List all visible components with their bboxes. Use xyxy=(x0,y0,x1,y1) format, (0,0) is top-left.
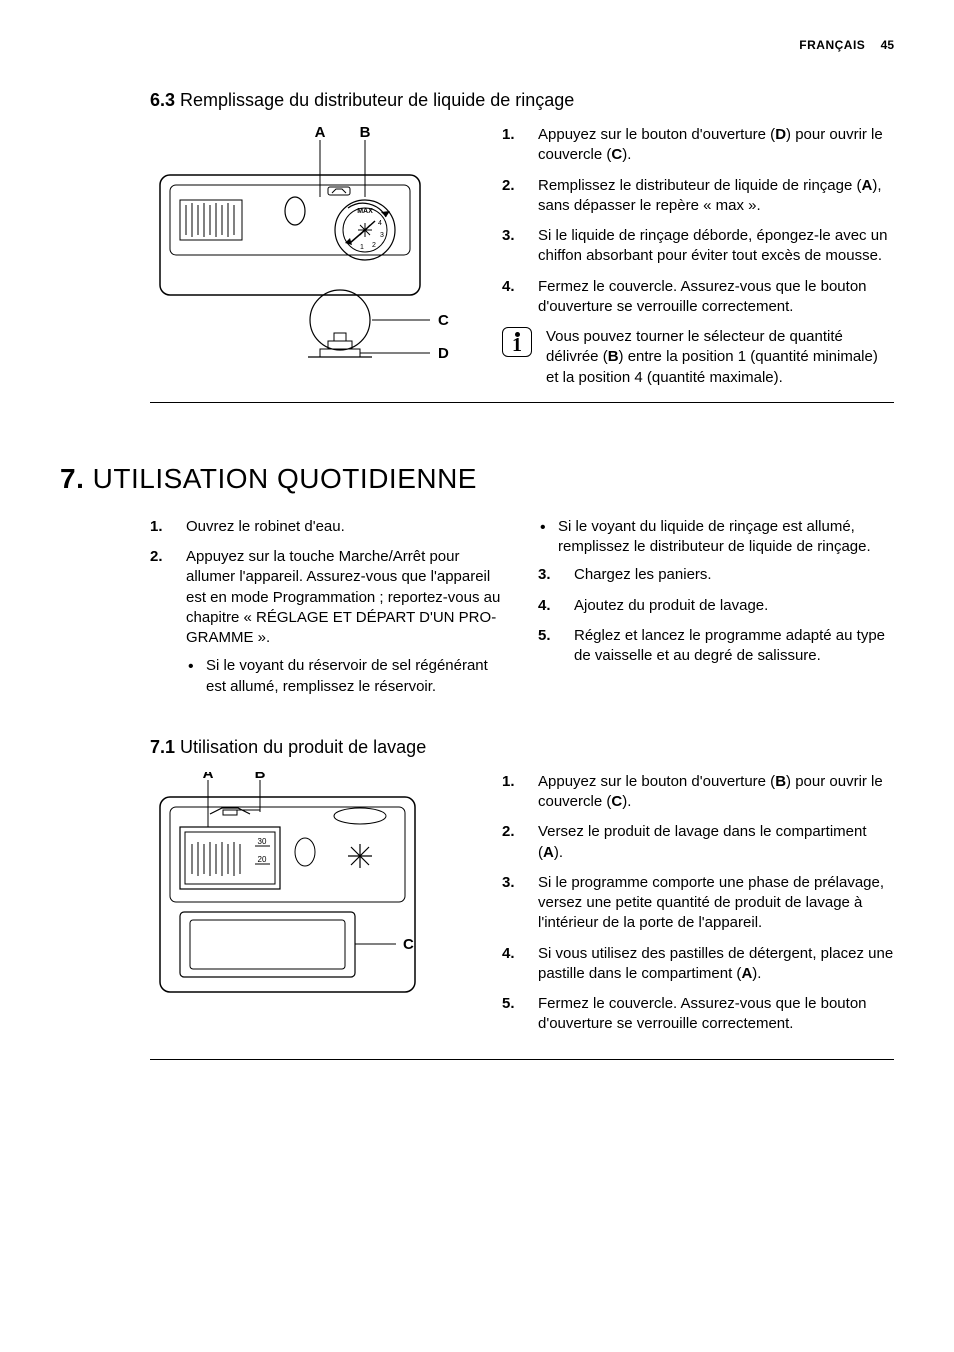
s71-step2: Versez le produit de lavage dans le comp… xyxy=(502,822,894,863)
section-7-1-body: 30 20 A B C Appuyez sur le bouton d'ouve… xyxy=(150,772,894,1045)
s71-step3: Si le programme comporte une phase de pr… xyxy=(502,873,894,934)
rinse-aid-diagram: MAX 4 3 2 1 A xyxy=(150,125,470,375)
section-7-body: Ouvrez le robinet d'eau. Appuyez sur la … xyxy=(150,517,894,707)
diagram-7-1: 30 20 A B C xyxy=(150,772,470,1045)
diagram-6-3: MAX 4 3 2 1 A xyxy=(150,125,470,388)
step-2: Remplissez le distributeur de liquide de… xyxy=(502,176,894,217)
page-header: FRANÇAIS 45 xyxy=(60,38,894,52)
svg-text:3: 3 xyxy=(380,232,384,239)
s7-step4: Ajoutez du produit de lavage. xyxy=(538,596,894,616)
s7-bullet1: Si le voyant du réservoir de sel régé­né… xyxy=(186,656,506,697)
label-20: 20 xyxy=(258,855,267,864)
label-c2: C xyxy=(403,936,414,953)
label-b2: B xyxy=(255,772,266,782)
step-3: Si le liquide de rinçage déborde, éponge… xyxy=(502,226,894,267)
s7-step5: Réglez et lancez le programme adapté au … xyxy=(538,626,894,667)
s71-step5: Fermez le couvercle. Assurez-vous que le… xyxy=(502,994,894,1035)
subheading-6-3: 6.3 Remplissage du distributeur de liqui… xyxy=(150,90,894,111)
svg-text:2: 2 xyxy=(372,242,376,249)
subheading-num: 6.3 xyxy=(150,90,175,110)
label-c: C xyxy=(438,312,449,329)
label-a2: A xyxy=(203,772,214,782)
section-7-num: 7. xyxy=(60,463,84,494)
subheading-text: Remplissage du distributeur de liquide d… xyxy=(180,90,574,110)
detergent-diagram: 30 20 A B C xyxy=(150,772,450,1007)
info-text: Vous pouvez tourner le sélecteur de quan… xyxy=(546,327,894,388)
subheading-71-text: Utilisation du produit de lavage xyxy=(180,737,426,757)
header-language: FRANÇAIS xyxy=(799,38,865,52)
section-7-right: Si le voyant du liquide de rinçage est a… xyxy=(538,517,894,707)
steps-6-3: Appuyez sur le bouton d'ouverture (D) po… xyxy=(502,125,894,388)
s7-bullet2: Si le voyant du liquide de rinçage est a… xyxy=(538,517,894,558)
svg-text:1: 1 xyxy=(360,244,364,251)
section-divider-2 xyxy=(150,1059,894,1060)
label-d: D xyxy=(438,345,449,362)
label-max: MAX xyxy=(357,208,373,215)
s7-step3: Chargez les paniers. xyxy=(538,565,894,585)
step-1: Appuyez sur le bouton d'ouverture (D) po… xyxy=(502,125,894,166)
step-4: Fermez le couvercle. Assurez-vous que le… xyxy=(502,277,894,318)
info-icon: 1 xyxy=(502,327,532,357)
s7-step2: Appuyez sur la touche Marche/Arrêt pour … xyxy=(150,547,506,697)
label-30: 30 xyxy=(258,837,267,846)
svg-text:4: 4 xyxy=(378,220,382,227)
label-b: B xyxy=(360,125,371,141)
section-7-title: 7. UTILISATION QUOTIDIENNE xyxy=(60,463,894,495)
label-a: A xyxy=(315,125,326,141)
s7-step1: Ouvrez le robinet d'eau. xyxy=(150,517,506,537)
section-6-3-body: MAX 4 3 2 1 A xyxy=(150,125,894,388)
section-divider xyxy=(150,402,894,403)
header-page-number: 45 xyxy=(881,38,894,52)
steps-7-1: Appuyez sur le bouton d'ouverture (B) po… xyxy=(502,772,894,1045)
s71-step4: Si vous utilisez des pastilles de déter­… xyxy=(502,944,894,985)
subheading-7-1: 7.1 Utilisation du produit de lavage xyxy=(150,737,894,758)
s71-step1: Appuyez sur le bouton d'ouverture (B) po… xyxy=(502,772,894,813)
subheading-71-num: 7.1 xyxy=(150,737,175,757)
info-note: 1 Vous pouvez tourner le sélecteur de qu… xyxy=(502,327,894,388)
section-7-left: Ouvrez le robinet d'eau. Appuyez sur la … xyxy=(150,517,506,707)
section-7-text: UTILISATION QUOTIDIENNE xyxy=(93,463,477,494)
